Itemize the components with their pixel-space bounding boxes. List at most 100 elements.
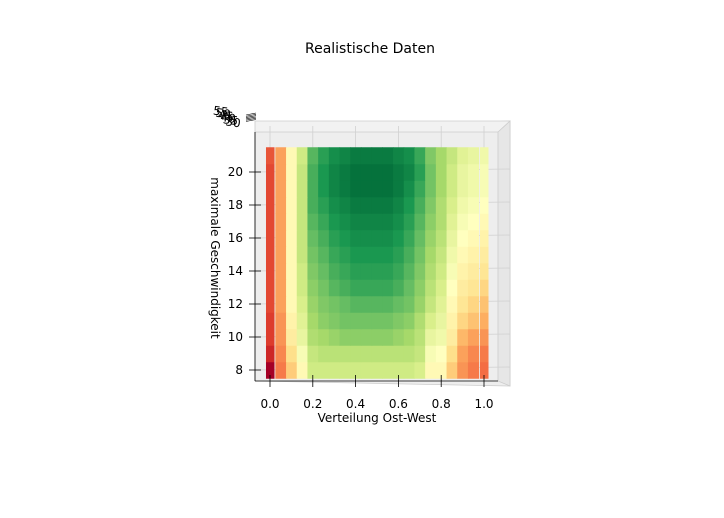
surface-cell bbox=[479, 295, 489, 313]
surface-cell bbox=[286, 361, 298, 379]
surface-cell bbox=[307, 246, 319, 264]
surface-cell bbox=[296, 279, 308, 297]
surface-cell bbox=[328, 147, 341, 165]
surface-cell bbox=[435, 279, 448, 297]
surface-cell bbox=[467, 262, 480, 280]
surface-cell bbox=[371, 163, 383, 181]
surface-cell bbox=[414, 180, 426, 198]
surface-cell bbox=[425, 229, 437, 247]
surface-cell bbox=[339, 180, 351, 198]
surface-cell bbox=[296, 262, 308, 280]
surface-cell bbox=[414, 312, 426, 330]
surface-cell bbox=[307, 279, 319, 297]
surface-cell bbox=[393, 246, 405, 264]
surface-cell bbox=[350, 295, 362, 313]
surface-cell bbox=[307, 328, 319, 346]
y-tick-label: 10 bbox=[228, 330, 243, 344]
surface-cell bbox=[286, 262, 298, 280]
surface-cell bbox=[265, 295, 275, 313]
surface-cell bbox=[457, 163, 469, 181]
surface-cell bbox=[403, 262, 415, 280]
surface-cell bbox=[467, 345, 480, 363]
surface-cell bbox=[457, 196, 469, 214]
surface-cell bbox=[479, 361, 489, 379]
surface-cell bbox=[382, 295, 394, 313]
x-tick-label: 0.0 bbox=[260, 397, 279, 411]
surface-cell bbox=[371, 328, 383, 346]
surface-cell bbox=[479, 246, 489, 264]
surface-cell bbox=[275, 262, 287, 280]
surface-cell bbox=[393, 295, 405, 313]
surface-cell bbox=[414, 361, 426, 379]
surface-cell bbox=[382, 213, 394, 231]
surface-cell bbox=[393, 196, 405, 214]
surface-cell bbox=[403, 213, 415, 231]
surface-cell bbox=[446, 361, 458, 379]
surface-cell bbox=[403, 312, 415, 330]
surface-cell bbox=[371, 279, 383, 297]
surface-cell bbox=[446, 345, 458, 363]
surface-cell bbox=[457, 180, 469, 198]
surface-cell bbox=[328, 262, 341, 280]
surface-cell bbox=[286, 279, 298, 297]
surface-cell bbox=[350, 147, 362, 165]
surface-cell bbox=[467, 180, 480, 198]
z-tick-label: 30 bbox=[225, 114, 242, 130]
surface-cell bbox=[403, 229, 415, 247]
surface-cell bbox=[307, 361, 319, 379]
surface-cell bbox=[446, 312, 458, 330]
surface-cell bbox=[393, 328, 405, 346]
surface-cell bbox=[435, 196, 448, 214]
surface-cell bbox=[275, 295, 287, 313]
z-tick-label: 40 bbox=[220, 110, 237, 126]
surface-cell bbox=[382, 147, 394, 165]
surface-cell bbox=[339, 295, 351, 313]
x-tick-label: 0.8 bbox=[432, 397, 451, 411]
surface-cell bbox=[339, 345, 351, 363]
surface-cell bbox=[435, 163, 448, 181]
surface-cell bbox=[435, 213, 448, 231]
surface-cell bbox=[350, 262, 362, 280]
surface-cell bbox=[339, 279, 351, 297]
surface-cell bbox=[265, 196, 275, 214]
surface-cell bbox=[275, 312, 287, 330]
surface-cell bbox=[307, 213, 319, 231]
surface-cell bbox=[425, 312, 437, 330]
surface-cell bbox=[479, 147, 489, 165]
surface-cell bbox=[265, 262, 275, 280]
y-tick-label: 16 bbox=[228, 231, 243, 245]
surface-cell bbox=[425, 279, 437, 297]
surface-cell bbox=[265, 229, 275, 247]
surface-cell bbox=[360, 262, 373, 280]
surface-cell bbox=[446, 196, 458, 214]
surface-cell bbox=[371, 262, 383, 280]
surface-cell bbox=[286, 312, 298, 330]
surface-cell bbox=[275, 279, 287, 297]
surface-cell bbox=[360, 229, 373, 247]
surface-cell bbox=[425, 361, 437, 379]
surface-cell bbox=[265, 312, 275, 330]
surface-cell bbox=[328, 295, 341, 313]
y-tick-label: 12 bbox=[228, 297, 243, 311]
surface-cell bbox=[435, 295, 448, 313]
surface-cell bbox=[435, 312, 448, 330]
z-tick-mark bbox=[245, 115, 257, 118]
surface-cell bbox=[446, 279, 458, 297]
surface-cell bbox=[371, 147, 383, 165]
z-tick-label: 50 bbox=[215, 106, 232, 122]
x-axis-ticks: 0.0 0.2 0.4 0.6 0.8 1.0 bbox=[260, 375, 494, 411]
y-tick-label: 18 bbox=[228, 198, 243, 212]
surface-cell bbox=[414, 279, 426, 297]
surface-cell bbox=[446, 262, 458, 280]
surface-cell bbox=[457, 147, 469, 165]
surface-cell bbox=[318, 147, 330, 165]
surface-cell bbox=[286, 163, 298, 181]
surface-cell bbox=[393, 213, 405, 231]
surface-cell bbox=[467, 295, 480, 313]
surface-cell bbox=[286, 180, 298, 198]
surface-cell bbox=[360, 345, 373, 363]
surface-cell bbox=[286, 345, 298, 363]
surface-cell bbox=[457, 246, 469, 264]
